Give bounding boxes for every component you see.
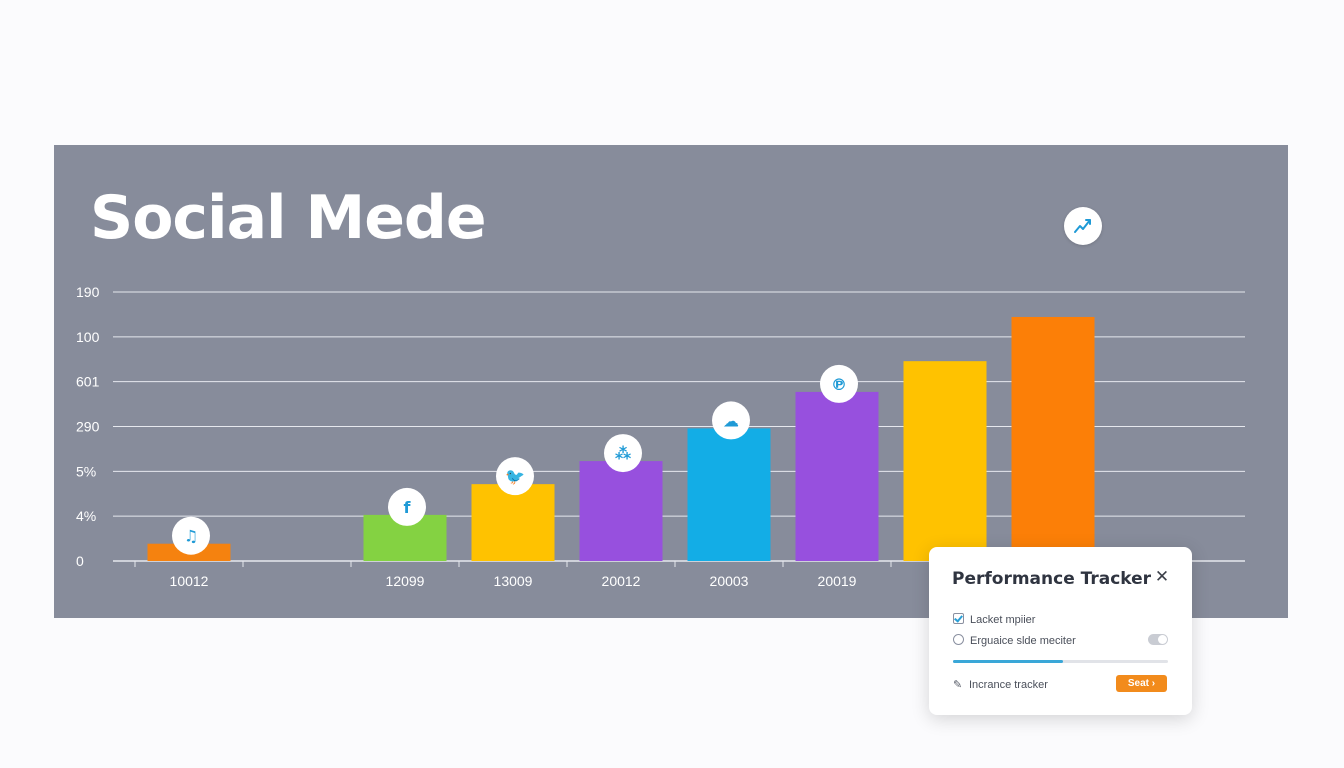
- icon-glyph: ♫: [184, 527, 198, 546]
- tracker-toggle[interactable]: [1148, 634, 1168, 645]
- bar: [471, 484, 555, 561]
- tracker-link-label: Incrance tracker: [969, 679, 1048, 691]
- tracker-option-2-label: Erguaice slde meciter: [970, 635, 1076, 647]
- trend-chart-icon[interactable]: [1064, 207, 1102, 245]
- bar-icons: ♫ f 🐦 ⁂ ☁ ℗: [172, 364, 858, 555]
- facebook-icon: f: [388, 487, 426, 526]
- icon-glyph: ☁: [723, 411, 739, 430]
- icon-glyph: 🐦: [505, 467, 525, 486]
- icon-glyph: ℗: [831, 375, 847, 394]
- checkbox[interactable]: [953, 613, 964, 624]
- tracker-title: Performance Tracker: [952, 569, 1152, 589]
- y-tick-label: 601: [76, 374, 100, 390]
- pen-icon: ✎: [953, 679, 963, 691]
- icon-badge: [820, 364, 858, 403]
- bar: [903, 361, 987, 561]
- tracker-link[interactable]: ✎ Incrance tracker: [953, 678, 1048, 691]
- y-tick-label: 0: [76, 553, 84, 569]
- icon-badge: [604, 434, 642, 473]
- start-button[interactable]: Seat ›: [1116, 675, 1167, 692]
- icon-badge: [496, 457, 534, 496]
- x-tick-label: 20012: [602, 573, 641, 589]
- pinterest-icon: ℗: [820, 364, 858, 403]
- bar: [795, 391, 879, 561]
- radio-button[interactable]: [953, 634, 964, 645]
- x-tick-label: 10012: [170, 573, 209, 589]
- chart-title: Social Mede: [90, 183, 487, 253]
- bars: [147, 316, 1095, 561]
- y-tick-label: 100: [76, 329, 100, 345]
- y-tick-label: 5%: [76, 463, 96, 479]
- icon-badge: [388, 487, 426, 526]
- bar: [687, 428, 771, 561]
- x-tick-label: 20019: [818, 573, 857, 589]
- icon-glyph: f: [404, 498, 412, 517]
- tracker-option-1-label: Lacket mpiier: [970, 614, 1036, 626]
- icon-badge: [712, 401, 750, 440]
- x-axis-ticks: 1001212099130092001220003200192009: [134, 561, 1000, 589]
- y-tick-label: 290: [76, 419, 100, 435]
- x-tick-label: 12099: [386, 573, 425, 589]
- music-note-icon: ♫: [172, 516, 210, 555]
- y-tick-label: 4%: [76, 508, 96, 524]
- icon-badge: [172, 516, 210, 555]
- icon-glyph: ⁂: [615, 444, 632, 463]
- cloud-icon: ☁: [712, 401, 750, 440]
- performance-tracker-card: Performance Tracker ✕ Lacket mpiier Ergu…: [929, 547, 1192, 715]
- x-tick-label: 20003: [710, 573, 749, 589]
- tracker-option-2[interactable]: Erguaice slde meciter: [953, 634, 1076, 647]
- twitter-icon: 🐦: [496, 457, 534, 496]
- x-tick-label: 13009: [494, 573, 533, 589]
- bar: [579, 461, 663, 561]
- tracker-progress-bar: [953, 660, 1168, 663]
- close-icon[interactable]: ✕: [1154, 567, 1170, 586]
- y-tick-label: 190: [76, 284, 100, 300]
- tracker-progress-fill: [953, 660, 1063, 663]
- bar: [1011, 316, 1095, 561]
- tracker-option-1[interactable]: Lacket mpiier: [953, 613, 1035, 626]
- y-axis-ticks: 0 4% 5% 290 601 100 190: [76, 284, 100, 569]
- network-icon: ⁂: [604, 434, 642, 473]
